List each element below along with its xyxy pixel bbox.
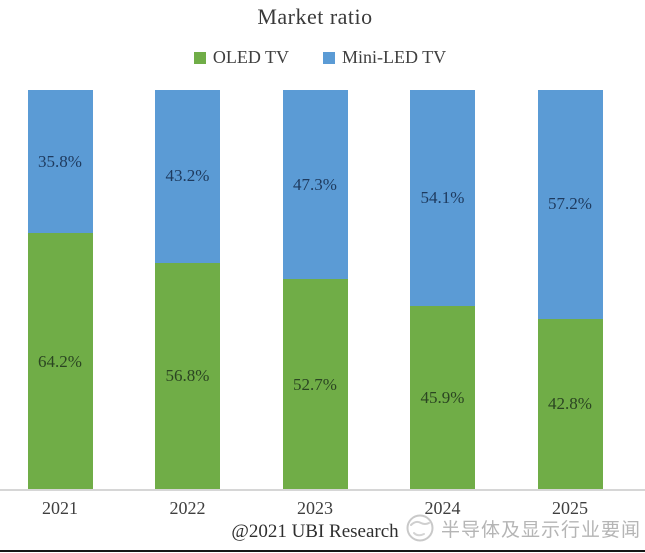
category-label-2021: 2021 [42, 498, 78, 518]
segment-miniled-2023: 47.3% [282, 90, 348, 280]
stacked-bar-2024: 54.1% 45.9% [410, 90, 475, 490]
data-label-oled-2025: 42.8% [548, 394, 592, 414]
legend-label-miniled: Mini-LED TV [342, 47, 447, 67]
data-label-miniled-2025: 57.2% [548, 194, 592, 214]
chart-title: Market ratio [257, 4, 373, 29]
data-label-oled-2023: 52.7% [293, 374, 337, 394]
stacked-bar-2025: 57.2% 42.8% [537, 90, 603, 490]
data-label-miniled-2024: 54.1% [420, 188, 465, 208]
legend-swatch-miniled-icon [323, 51, 335, 64]
data-label-oled-2021: 64.2% [38, 351, 82, 371]
data-label-oled-2024: 45.9% [420, 388, 465, 408]
category-label-2023: 2023 [297, 498, 333, 518]
legend-item-miniled: Mini-LED TV [323, 47, 446, 68]
legend-item-oled: OLED TV [193, 47, 289, 68]
segment-oled-2022: 56.8% [155, 262, 220, 490]
watermark-text: 半导体及显示行业要闻 [440, 519, 641, 541]
stacked-bar-2023: 47.3% 52.7% [282, 90, 348, 490]
category-label-2022: 2022 [169, 498, 206, 518]
category-axis: 2021 2022 2023 2024 2025 [0, 498, 645, 520]
segment-oled-2024: 45.9% [410, 306, 475, 490]
data-label-miniled-2021: 35.8% [38, 151, 82, 171]
segment-oled-2023: 52.7% [282, 279, 348, 490]
watermark: 半导体及显示行业要闻 [405, 513, 641, 543]
segment-miniled-2025: 57.2% [537, 90, 603, 319]
segment-miniled-2021: 35.8% [27, 90, 93, 234]
legend-swatch-oled-icon [193, 51, 206, 64]
category-label-2025: 2025 [552, 498, 588, 518]
data-label-oled-2022: 56.8% [165, 366, 210, 386]
data-label-miniled-2023: 47.3% [293, 174, 337, 194]
legend-label-oled: OLED TV [212, 47, 289, 67]
segment-miniled-2022: 43.2% [155, 90, 220, 263]
data-label-miniled-2022: 43.2% [165, 166, 210, 186]
stacked-bar-2022: 43.2% 56.8% [155, 90, 220, 490]
category-label-2024: 2024 [424, 498, 461, 518]
watermark-logo-icon [406, 514, 434, 542]
x-axis-line [0, 489, 645, 491]
legend: OLED TV Mini-LED TV [0, 47, 640, 68]
segment-oled-2025: 42.8% [537, 318, 603, 490]
stacked-bar-2021: 35.8% 64.2% [27, 90, 93, 490]
credit-text: @2021 UBI Research [231, 521, 399, 542]
bottom-divider [0, 550, 645, 552]
segment-oled-2021: 64.2% [27, 233, 93, 490]
segment-miniled-2024: 54.1% [410, 90, 475, 307]
